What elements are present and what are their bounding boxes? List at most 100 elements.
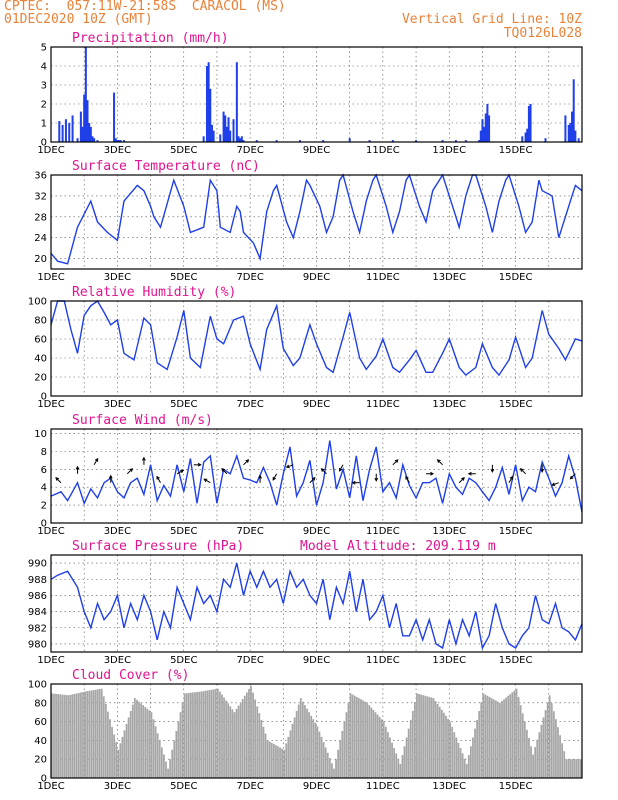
cloud-bar (387, 732, 389, 778)
cloud-bar (550, 703, 553, 778)
cloud-bar (378, 716, 381, 778)
precip-bar (454, 140, 457, 142)
cloud-bar (351, 694, 354, 778)
cloud-bar (264, 733, 267, 778)
y-tick-label: 20 (34, 254, 47, 265)
cloud-bar (482, 693, 485, 778)
cloud-bar (430, 697, 433, 778)
precip-bar (484, 113, 487, 142)
cloud-bar (403, 746, 406, 778)
cloud-bar (268, 741, 271, 778)
x-tick-label: 11DEC (366, 526, 400, 537)
cloud-bar (67, 695, 70, 778)
cloud-bar (571, 759, 574, 778)
precip-bar (205, 66, 208, 142)
x-tick-label: 13DEC (432, 145, 466, 156)
cloud-bar (90, 690, 93, 778)
x-tick-label: 3DEC (104, 399, 131, 410)
cloud-bar (119, 743, 122, 778)
x-tick-label: 9DEC (303, 655, 330, 666)
wind-arrow-head (258, 474, 262, 479)
cloud-bar (461, 753, 464, 778)
precip-bar (544, 138, 547, 142)
cloud-bar (492, 699, 495, 778)
precip-bar (441, 140, 444, 142)
wind-arrow-head (75, 465, 80, 470)
cloud-bar (544, 710, 547, 778)
cloud-bar (559, 735, 561, 778)
wind-arrow (156, 476, 161, 483)
precip-title: Precipitation (mm/h) (72, 31, 229, 46)
cloud-bar (540, 724, 543, 778)
precip-bar (348, 138, 351, 142)
cloud-bar (295, 711, 298, 778)
precip-bar (68, 123, 71, 142)
cloud-bar (451, 726, 454, 778)
vertical-grid-label: Vertical Grid Line: 10Z (401, 12, 582, 27)
x-tick-label: 15DEC (499, 272, 533, 283)
precip-bar (76, 138, 79, 142)
cloud-bar (484, 694, 487, 778)
cloud-bar (283, 749, 286, 778)
cloud-bar (154, 726, 157, 778)
precip-bar (521, 136, 524, 142)
cloud-bar (53, 693, 55, 778)
cloud-bar (80, 692, 82, 778)
cloud-bar (204, 690, 207, 778)
wind-arrow-head (180, 469, 185, 474)
cloud-bar (229, 706, 232, 778)
cloud-bar (59, 694, 62, 778)
precip-bar (58, 121, 61, 142)
cloud-bar (575, 759, 578, 778)
cloud-bar (310, 715, 313, 778)
cloud-bar (399, 763, 402, 778)
cloud-bar (98, 689, 101, 778)
cloud-bar (370, 707, 373, 778)
wind-arrow-head (320, 468, 325, 472)
cloud-bar (125, 723, 128, 778)
cloud-bar (96, 689, 99, 778)
y-tick-label: 36 (34, 171, 47, 182)
x-tick-label: 7DEC (236, 781, 263, 792)
x-tick-label: 9DEC (303, 272, 330, 283)
cloud-bar (333, 768, 335, 778)
cloud-bar (88, 690, 91, 778)
cloud-bar (360, 699, 362, 778)
cloud-bar (270, 742, 273, 778)
cloud-bar (457, 742, 460, 778)
precip-bar (88, 123, 91, 142)
cloud-bar (407, 728, 410, 778)
cloud-bar (424, 695, 427, 778)
cloud-bar (252, 692, 254, 778)
cloud-bar (142, 705, 145, 778)
cloud-bar (501, 701, 503, 778)
cloud-bar (158, 740, 161, 778)
precip-bar (91, 136, 94, 142)
precip-bar (569, 123, 572, 142)
cloud-bar (534, 747, 537, 778)
x-tick-label: 13DEC (432, 399, 466, 410)
precip-bar (202, 136, 205, 142)
cloud-bar (196, 691, 198, 778)
cloud-bar (185, 693, 188, 778)
cloud-bar (405, 737, 408, 778)
date-header: 01DEC2020 10Z (GMT) (4, 12, 153, 27)
wind-arrow (203, 478, 211, 484)
y-tick-label: 24 (34, 233, 47, 244)
cloud-bar (94, 689, 97, 778)
cloud-bar (258, 713, 261, 778)
precip-bar (96, 140, 99, 142)
precip-bar (113, 92, 116, 142)
cloud-bar (266, 740, 269, 778)
y-tick-label: 0 (41, 774, 47, 785)
cloud-bar (175, 731, 178, 778)
cloud-bar (55, 693, 57, 778)
y-tick-label: 5 (41, 43, 47, 54)
wind-arrow-head (436, 459, 441, 463)
cloud-bar (181, 702, 184, 778)
x-tick-label: 1DEC (37, 655, 64, 666)
rh-panel: 0 20 40 60 80 100 1DEC 3DEC 5DEC 7DEC 9DEC 11DEC 13D… (28, 285, 583, 410)
cloud-bar (557, 727, 559, 778)
cloud-bar (152, 719, 155, 778)
cloud-bar (115, 742, 118, 778)
